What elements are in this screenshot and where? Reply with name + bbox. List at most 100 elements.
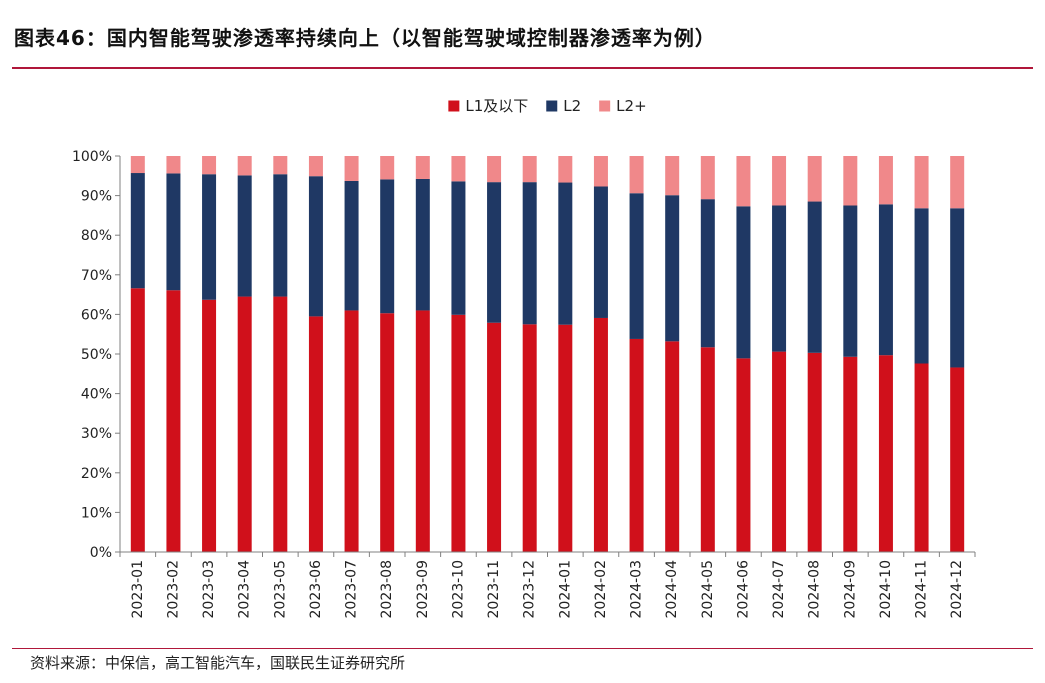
bar-segment-series-1 bbox=[593, 317, 608, 552]
bar-segment-series-3 bbox=[772, 156, 787, 206]
chart-legend: L1及以下 L2 L2+ bbox=[448, 97, 647, 115]
legend-label: L1及以下 bbox=[465, 97, 528, 115]
y-tick-label: 0% bbox=[90, 545, 112, 561]
bar-segment-series-3 bbox=[487, 156, 502, 183]
bar-segment-series-2 bbox=[593, 186, 608, 318]
legend-label: L2 bbox=[563, 97, 581, 115]
x-tick-label: 2024-11 bbox=[914, 560, 930, 619]
x-tick-label: 2023-12 bbox=[522, 560, 538, 619]
legend-item-3: L2+ bbox=[599, 97, 647, 115]
bar-stack-2024-12 bbox=[950, 156, 965, 552]
bar-segment-series-2 bbox=[950, 208, 965, 368]
bar-segment-series-1 bbox=[772, 351, 787, 552]
x-tick-label: 2024-04 bbox=[664, 560, 680, 619]
bar-stack-2024-02 bbox=[593, 156, 608, 552]
bar-segment-series-2 bbox=[166, 173, 181, 291]
legend-swatch bbox=[546, 100, 558, 112]
bar-stack-2024-08 bbox=[807, 156, 822, 552]
bar-segment-series-2 bbox=[914, 208, 929, 364]
bar-segment-series-1 bbox=[237, 296, 252, 552]
bar-segment-series-2 bbox=[807, 201, 822, 353]
legend-swatch bbox=[599, 100, 611, 112]
bar-segment-series-1 bbox=[451, 314, 466, 552]
y-tick-label: 10% bbox=[81, 505, 112, 521]
bar-stack-2024-07 bbox=[772, 156, 787, 552]
y-tick-label: 50% bbox=[81, 347, 112, 363]
x-axis: 2023-01 2023-02 2023-03 2023-04 2023-05 2023-… bbox=[119, 551, 976, 619]
bar-segment-series-2 bbox=[558, 182, 573, 325]
bar-segment-series-1 bbox=[130, 288, 145, 552]
bar-segment-series-3 bbox=[629, 156, 644, 194]
bar-segment-series-2 bbox=[843, 205, 858, 357]
bar-segment-series-3 bbox=[914, 156, 929, 209]
x-tick-label: 2024-01 bbox=[557, 560, 573, 619]
bar-segment-series-2 bbox=[130, 173, 145, 289]
x-tick-label: 2024-08 bbox=[807, 560, 823, 619]
x-tick-label: 2023-04 bbox=[237, 560, 253, 619]
bar-segment-series-1 bbox=[807, 352, 822, 552]
bar-segment-series-2 bbox=[344, 180, 359, 311]
bar-stack-2023-08 bbox=[380, 156, 395, 552]
source-divider bbox=[12, 648, 1033, 649]
bar-stack-2023-05 bbox=[273, 156, 288, 552]
x-tick-label: 2023-05 bbox=[272, 560, 288, 619]
bar-segment-series-3 bbox=[878, 156, 893, 205]
legend-item-2: L2 bbox=[546, 97, 581, 115]
x-tick-label: 2024-10 bbox=[878, 560, 894, 619]
bar-segment-series-1 bbox=[843, 356, 858, 552]
bar-stack-2023-02 bbox=[166, 156, 181, 552]
bar-segment-series-2 bbox=[665, 195, 680, 342]
bar-segment-series-3 bbox=[950, 156, 965, 209]
bar-segment-series-3 bbox=[843, 156, 858, 206]
bar-segment-series-1 bbox=[558, 324, 573, 552]
bar-segment-series-3 bbox=[736, 156, 751, 207]
bar-stack-2023-11 bbox=[487, 156, 502, 552]
bar-segment-series-3 bbox=[558, 156, 573, 183]
x-tick-label: 2024-05 bbox=[700, 560, 716, 619]
bar-stack-2024-03 bbox=[629, 156, 644, 552]
bar-segment-series-2 bbox=[736, 206, 751, 359]
bar-segment-series-1 bbox=[344, 310, 359, 552]
bar-segment-series-1 bbox=[736, 358, 751, 552]
bar-segment-series-3 bbox=[522, 156, 537, 183]
bar-stack-2023-07 bbox=[344, 156, 359, 552]
bar-stack-2023-04 bbox=[237, 156, 252, 552]
source-note: 资料来源：中保信，高工智能汽车，国联民生证券研究所 bbox=[30, 654, 406, 672]
y-tick-label: 90% bbox=[81, 189, 112, 205]
bar-area bbox=[130, 156, 965, 552]
bar-stack-2023-12 bbox=[522, 156, 537, 552]
bar-segment-series-1 bbox=[380, 313, 395, 552]
bar-segment-series-2 bbox=[380, 179, 395, 314]
bar-segment-series-2 bbox=[629, 193, 644, 339]
bar-segment-series-1 bbox=[308, 316, 323, 552]
bar-segment-series-2 bbox=[487, 182, 502, 323]
bar-segment-series-3 bbox=[166, 156, 181, 174]
figure-title: 图表46：国内智能驾驶渗透率持续向上（以智能驾驶域控制器渗透率为例） bbox=[14, 26, 716, 50]
bar-stack-2024-05 bbox=[700, 156, 715, 552]
bar-segment-series-3 bbox=[593, 156, 608, 187]
bar-segment-series-3 bbox=[344, 156, 359, 181]
bar-segment-series-1 bbox=[629, 338, 644, 552]
y-tick-label: 60% bbox=[81, 307, 112, 323]
legend-item-1: L1及以下 bbox=[448, 97, 528, 115]
x-tick-label: 2023-02 bbox=[165, 560, 181, 619]
title-divider bbox=[12, 67, 1033, 69]
y-tick-label: 30% bbox=[81, 426, 112, 442]
y-tick-label: 100% bbox=[72, 149, 112, 165]
bar-stack-2023-03 bbox=[202, 156, 217, 552]
bar-segment-series-2 bbox=[700, 199, 715, 348]
bar-segment-series-1 bbox=[878, 355, 893, 552]
y-tick-label: 80% bbox=[81, 228, 112, 244]
bar-segment-series-3 bbox=[380, 156, 395, 180]
bar-segment-series-3 bbox=[700, 156, 715, 200]
bar-segment-series-1 bbox=[700, 347, 715, 552]
bar-segment-series-2 bbox=[273, 174, 288, 297]
bar-stack-2024-04 bbox=[665, 156, 680, 552]
bar-segment-series-3 bbox=[130, 156, 145, 174]
bar-segment-series-3 bbox=[237, 156, 252, 176]
bar-segment-series-3 bbox=[665, 156, 680, 196]
x-tick-label: 2024-12 bbox=[949, 560, 965, 619]
bar-segment-series-3 bbox=[273, 156, 288, 175]
bar-segment-series-1 bbox=[202, 299, 217, 552]
